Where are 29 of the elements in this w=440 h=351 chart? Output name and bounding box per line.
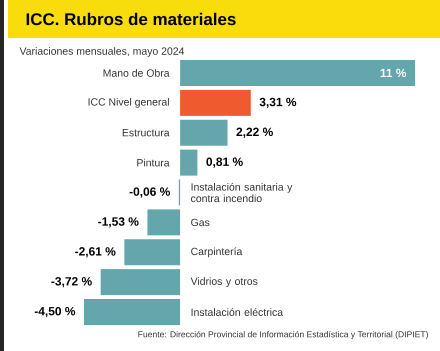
data-label: -4,50 %: [34, 306, 76, 318]
bar: [180, 150, 198, 176]
data-label: 11 %: [380, 68, 406, 78]
y-tick-label: Estructura: [122, 129, 170, 136]
chart-subtitle: Variaciones mensuales, mayo 2024: [20, 47, 184, 57]
y-tick-label: Carpintería: [191, 247, 242, 258]
bar: [147, 209, 180, 236]
chart-title: ICC. Rubros de materiales: [26, 12, 236, 26]
data-label: -2,61 %: [75, 247, 116, 258]
y-tick-label: Instalación eléctrica: [192, 308, 284, 316]
bar: [180, 120, 228, 146]
y-tick-label: Mano de Obra: [104, 69, 170, 77]
data-label: -3,72 %: [51, 277, 92, 288]
data-label: 3,31 %: [260, 98, 296, 108]
bar: [180, 90, 251, 116]
bar: [84, 299, 180, 326]
y-tick-label: Instalación sanitaria y contra incendio: [191, 182, 292, 202]
bar: [100, 269, 180, 296]
y-tick-label: ICC Nivel general: [88, 98, 169, 108]
source-note: Fuente: Dirección Provincial de Información Estadística y Territorial (DIPIET): [138, 330, 428, 340]
bar: [180, 60, 416, 86]
data-label: 2,22 %: [236, 128, 273, 138]
y-tick-label: Vidrios y otros: [190, 277, 258, 288]
y-tick-label: Gas: [191, 218, 210, 226]
y-tick-label: Pintura: [137, 158, 170, 166]
bar: [124, 239, 180, 266]
data-label: -0,06 %: [130, 187, 170, 198]
data-label: -1,53 %: [98, 217, 139, 228]
data-label: 0,81 %: [206, 158, 243, 168]
